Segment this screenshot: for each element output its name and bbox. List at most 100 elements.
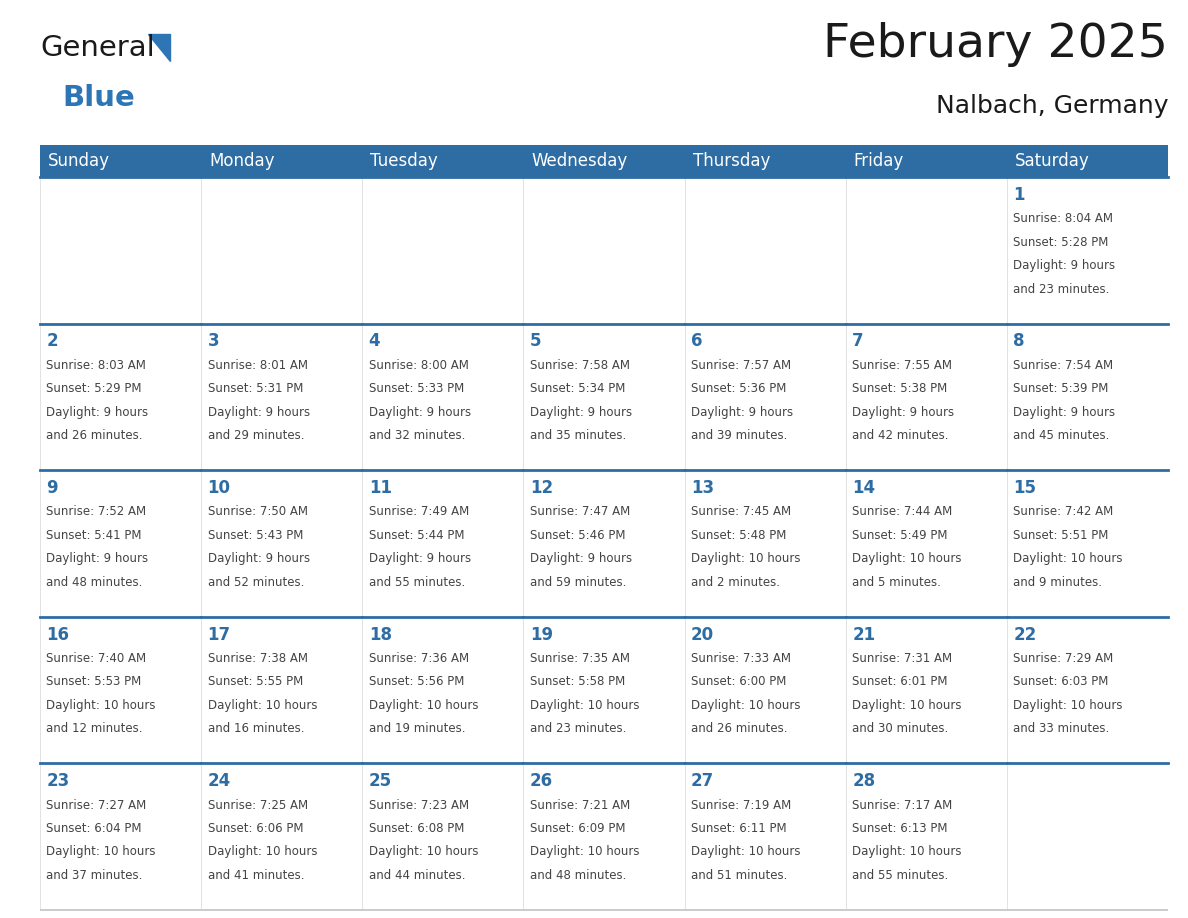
Text: Sunset: 6:06 PM: Sunset: 6:06 PM xyxy=(208,822,303,835)
Text: Daylight: 10 hours: Daylight: 10 hours xyxy=(1013,699,1123,711)
Text: Daylight: 9 hours: Daylight: 9 hours xyxy=(1013,406,1116,419)
FancyBboxPatch shape xyxy=(684,324,846,470)
FancyBboxPatch shape xyxy=(524,177,684,324)
Text: Daylight: 9 hours: Daylight: 9 hours xyxy=(208,406,310,419)
Text: Sunset: 5:28 PM: Sunset: 5:28 PM xyxy=(1013,236,1108,249)
Text: and 26 minutes.: and 26 minutes. xyxy=(691,722,788,735)
FancyBboxPatch shape xyxy=(1007,145,1168,177)
FancyBboxPatch shape xyxy=(362,617,524,764)
Text: Daylight: 9 hours: Daylight: 9 hours xyxy=(208,553,310,565)
Text: Sunrise: 7:19 AM: Sunrise: 7:19 AM xyxy=(691,799,791,812)
FancyBboxPatch shape xyxy=(201,324,362,470)
Text: Sunrise: 7:33 AM: Sunrise: 7:33 AM xyxy=(691,652,791,665)
Text: Sunset: 5:39 PM: Sunset: 5:39 PM xyxy=(1013,382,1108,396)
Text: and 51 minutes.: and 51 minutes. xyxy=(691,869,788,882)
Text: 5: 5 xyxy=(530,332,542,351)
Text: and 45 minutes.: and 45 minutes. xyxy=(1013,429,1110,442)
Text: 12: 12 xyxy=(530,479,552,497)
Polygon shape xyxy=(148,34,170,62)
Text: Sunrise: 7:57 AM: Sunrise: 7:57 AM xyxy=(691,359,791,372)
Text: Sunrise: 8:04 AM: Sunrise: 8:04 AM xyxy=(1013,212,1113,225)
Text: and 55 minutes.: and 55 minutes. xyxy=(368,576,465,588)
Text: General: General xyxy=(40,34,154,62)
Text: 7: 7 xyxy=(852,332,864,351)
Text: Sunday: Sunday xyxy=(48,152,110,170)
FancyBboxPatch shape xyxy=(1007,764,1168,910)
Text: Sunset: 5:56 PM: Sunset: 5:56 PM xyxy=(368,676,465,688)
Text: February 2025: February 2025 xyxy=(823,22,1168,67)
Text: Sunrise: 7:23 AM: Sunrise: 7:23 AM xyxy=(368,799,469,812)
Text: Sunset: 5:31 PM: Sunset: 5:31 PM xyxy=(208,382,303,396)
Text: and 2 minutes.: and 2 minutes. xyxy=(691,576,781,588)
Text: Thursday: Thursday xyxy=(693,152,770,170)
Text: Sunrise: 7:45 AM: Sunrise: 7:45 AM xyxy=(691,506,791,519)
Text: Daylight: 10 hours: Daylight: 10 hours xyxy=(852,699,961,711)
Text: Sunrise: 7:27 AM: Sunrise: 7:27 AM xyxy=(46,799,146,812)
Text: Sunset: 5:49 PM: Sunset: 5:49 PM xyxy=(852,529,948,542)
FancyBboxPatch shape xyxy=(846,764,1007,910)
FancyBboxPatch shape xyxy=(40,617,201,764)
Text: Sunrise: 7:52 AM: Sunrise: 7:52 AM xyxy=(46,506,146,519)
Text: 6: 6 xyxy=(691,332,702,351)
Text: Daylight: 10 hours: Daylight: 10 hours xyxy=(691,845,801,858)
Text: Saturday: Saturday xyxy=(1015,152,1089,170)
Text: 28: 28 xyxy=(852,772,876,790)
Text: Sunrise: 7:29 AM: Sunrise: 7:29 AM xyxy=(1013,652,1113,665)
FancyBboxPatch shape xyxy=(362,470,524,617)
Text: Sunrise: 7:38 AM: Sunrise: 7:38 AM xyxy=(208,652,308,665)
Text: Daylight: 9 hours: Daylight: 9 hours xyxy=(530,553,632,565)
FancyBboxPatch shape xyxy=(524,470,684,617)
Text: Sunrise: 7:35 AM: Sunrise: 7:35 AM xyxy=(530,652,630,665)
Text: and 48 minutes.: and 48 minutes. xyxy=(530,869,626,882)
Text: and 59 minutes.: and 59 minutes. xyxy=(530,576,626,588)
Text: Monday: Monday xyxy=(209,152,274,170)
Text: Sunrise: 7:21 AM: Sunrise: 7:21 AM xyxy=(530,799,630,812)
Text: Nalbach, Germany: Nalbach, Germany xyxy=(935,94,1168,118)
Text: and 19 minutes.: and 19 minutes. xyxy=(368,722,466,735)
Text: Daylight: 10 hours: Daylight: 10 hours xyxy=(1013,553,1123,565)
Text: Daylight: 10 hours: Daylight: 10 hours xyxy=(368,699,479,711)
Text: and 32 minutes.: and 32 minutes. xyxy=(368,429,466,442)
Text: Daylight: 10 hours: Daylight: 10 hours xyxy=(530,845,639,858)
Text: Sunset: 5:41 PM: Sunset: 5:41 PM xyxy=(46,529,141,542)
Text: Sunset: 5:43 PM: Sunset: 5:43 PM xyxy=(208,529,303,542)
Text: Wednesday: Wednesday xyxy=(531,152,627,170)
Text: 15: 15 xyxy=(1013,479,1036,497)
Text: Sunrise: 7:49 AM: Sunrise: 7:49 AM xyxy=(368,506,469,519)
Text: and 29 minutes.: and 29 minutes. xyxy=(208,429,304,442)
Text: 25: 25 xyxy=(368,772,392,790)
Text: Daylight: 10 hours: Daylight: 10 hours xyxy=(691,553,801,565)
FancyBboxPatch shape xyxy=(40,909,1168,911)
Text: and 48 minutes.: and 48 minutes. xyxy=(46,576,143,588)
Text: Daylight: 9 hours: Daylight: 9 hours xyxy=(368,406,470,419)
FancyBboxPatch shape xyxy=(201,764,362,910)
FancyBboxPatch shape xyxy=(684,145,846,177)
FancyBboxPatch shape xyxy=(40,177,201,324)
Text: Sunrise: 7:58 AM: Sunrise: 7:58 AM xyxy=(530,359,630,372)
Text: and 41 minutes.: and 41 minutes. xyxy=(208,869,304,882)
Text: Sunset: 6:11 PM: Sunset: 6:11 PM xyxy=(691,822,786,835)
Text: Sunrise: 7:17 AM: Sunrise: 7:17 AM xyxy=(852,799,953,812)
Text: Daylight: 10 hours: Daylight: 10 hours xyxy=(530,699,639,711)
Text: Sunset: 5:44 PM: Sunset: 5:44 PM xyxy=(368,529,465,542)
Text: Sunset: 5:48 PM: Sunset: 5:48 PM xyxy=(691,529,786,542)
Text: and 16 minutes.: and 16 minutes. xyxy=(208,722,304,735)
FancyBboxPatch shape xyxy=(846,470,1007,617)
Text: and 42 minutes.: and 42 minutes. xyxy=(852,429,949,442)
FancyBboxPatch shape xyxy=(684,177,846,324)
Text: and 23 minutes.: and 23 minutes. xyxy=(530,722,626,735)
Text: 27: 27 xyxy=(691,772,714,790)
Text: and 30 minutes.: and 30 minutes. xyxy=(852,722,948,735)
Text: Sunrise: 7:31 AM: Sunrise: 7:31 AM xyxy=(852,652,953,665)
Text: and 55 minutes.: and 55 minutes. xyxy=(852,869,948,882)
Text: Sunset: 6:08 PM: Sunset: 6:08 PM xyxy=(368,822,465,835)
Text: Friday: Friday xyxy=(854,152,904,170)
Text: and 44 minutes.: and 44 minutes. xyxy=(368,869,466,882)
Text: Daylight: 10 hours: Daylight: 10 hours xyxy=(852,845,961,858)
Text: Daylight: 10 hours: Daylight: 10 hours xyxy=(46,699,156,711)
Text: 4: 4 xyxy=(368,332,380,351)
Text: and 12 minutes.: and 12 minutes. xyxy=(46,722,143,735)
Text: Sunset: 5:36 PM: Sunset: 5:36 PM xyxy=(691,382,786,396)
FancyBboxPatch shape xyxy=(524,145,684,177)
Text: 9: 9 xyxy=(46,479,58,497)
